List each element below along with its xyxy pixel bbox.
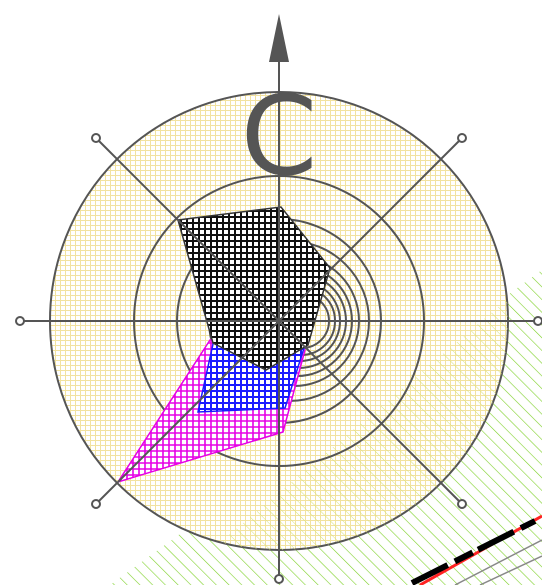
black-stroke: [410, 518, 537, 585]
axis-end-bolt-icon: [91, 133, 101, 143]
gray-stroke: [479, 555, 542, 585]
compass-axes: [20, 60, 540, 580]
gray-stroke: [454, 539, 542, 585]
axis-end-bolt-icon: [533, 316, 542, 326]
axis-end-bolt-icon: [91, 499, 101, 509]
axis-end-bolt-icon: [457, 133, 467, 143]
north-arrow-icon: [269, 14, 289, 62]
dark-region: [177, 206, 331, 371]
axis-end-bolt-icon: [15, 316, 25, 326]
compass-letter: C: [241, 72, 318, 200]
axis-end-bolts: [15, 133, 542, 584]
axis-end-bolt-icon: [457, 499, 467, 509]
axis-end-bolt-icon: [274, 574, 284, 584]
axis-diagonal-anti: [95, 137, 463, 505]
corner-strokes: [410, 514, 542, 585]
